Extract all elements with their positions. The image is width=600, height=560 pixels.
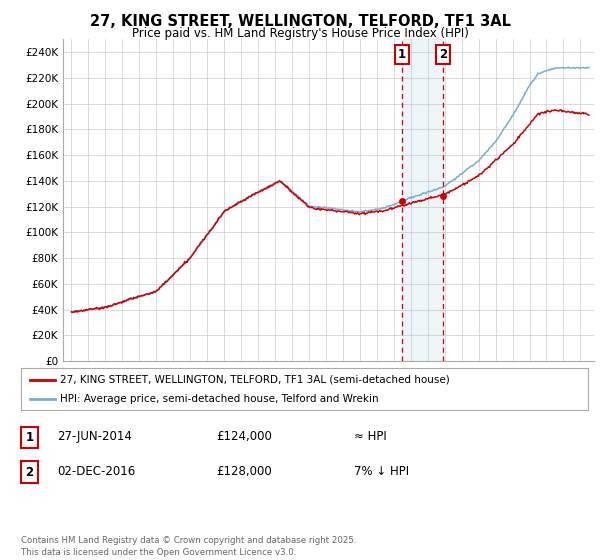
Text: 7% ↓ HPI: 7% ↓ HPI — [354, 465, 409, 478]
Text: Price paid vs. HM Land Registry's House Price Index (HPI): Price paid vs. HM Land Registry's House … — [131, 27, 469, 40]
Text: 1: 1 — [25, 431, 34, 444]
Text: Contains HM Land Registry data © Crown copyright and database right 2025.
This d: Contains HM Land Registry data © Crown c… — [21, 536, 356, 557]
Bar — [402, 39, 443, 361]
Text: 2: 2 — [25, 465, 34, 479]
Text: 2: 2 — [439, 48, 448, 61]
Text: 27-JUN-2014: 27-JUN-2014 — [57, 430, 132, 444]
Text: 27, KING STREET, WELLINGTON, TELFORD, TF1 3AL: 27, KING STREET, WELLINGTON, TELFORD, TF… — [89, 14, 511, 29]
Text: £124,000: £124,000 — [216, 430, 272, 444]
Text: 1: 1 — [398, 48, 406, 61]
Text: ≈ HPI: ≈ HPI — [354, 430, 387, 444]
Text: 27, KING STREET, WELLINGTON, TELFORD, TF1 3AL (semi-detached house): 27, KING STREET, WELLINGTON, TELFORD, TF… — [59, 375, 449, 385]
Text: HPI: Average price, semi-detached house, Telford and Wrekin: HPI: Average price, semi-detached house,… — [59, 394, 378, 404]
Text: £128,000: £128,000 — [216, 465, 272, 478]
Text: 02-DEC-2016: 02-DEC-2016 — [57, 465, 135, 478]
